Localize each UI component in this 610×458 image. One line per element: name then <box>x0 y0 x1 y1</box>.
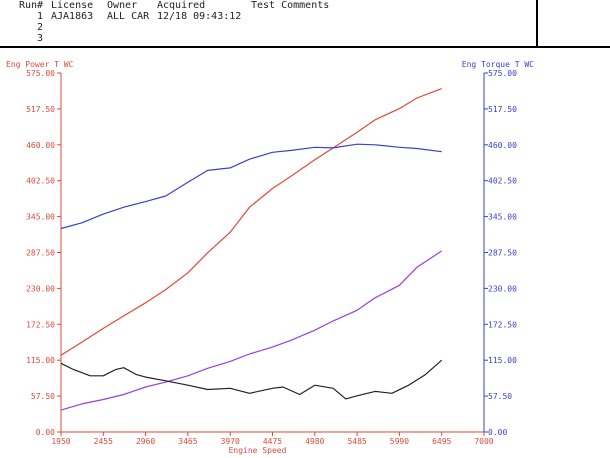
left-y-tick-label: 230.00 <box>26 284 55 293</box>
left-y-tick-label: 115.00 <box>26 356 55 365</box>
dyno-chart: 0.00 57.50 115.00 172.50 230.00 287.50 345.00 4… <box>6 60 534 455</box>
right-y-tick-label: 575.00 <box>488 69 517 78</box>
left-y-tick-label: 402.50 <box>26 177 55 186</box>
right-y-tick-label: 287.50 <box>488 249 517 258</box>
right-y-tick-label: 517.50 <box>488 105 517 114</box>
left-y-tick-label: 460.00 <box>26 141 55 150</box>
left-y-tick-label: 172.50 <box>26 320 55 329</box>
left-y-axis-title: Eng Power T WC <box>6 60 74 69</box>
left-y-tick-label: 57.50 <box>31 392 55 401</box>
chart-axes <box>57 72 488 436</box>
col-test-comments-header: Test Comments <box>251 0 330 11</box>
col-license-header: License <box>51 0 94 11</box>
left-y-tick-label: 287.50 <box>26 249 55 258</box>
series-line-4 <box>60 359 443 400</box>
left-y-tick-label: 575.00 <box>26 69 55 78</box>
run-acquired: 12/18 09:43:12 <box>157 11 242 22</box>
run-license: AJA1863 <box>51 11 94 22</box>
x-tick-label: 1950 <box>51 437 70 446</box>
chart-series <box>60 88 443 411</box>
run-number: 3 <box>37 33 44 44</box>
col-run-header: Run# <box>19 0 44 11</box>
x-tick-label: 3465 <box>178 437 197 446</box>
x-tick-label: 4475 <box>263 437 282 446</box>
series-line-1 <box>60 88 442 356</box>
left-y-tick-label: 517.50 <box>26 105 55 114</box>
header-divider <box>0 46 610 48</box>
left-y-tick-label: 345.00 <box>26 213 55 222</box>
right-y-tick-label: 345.00 <box>488 213 517 222</box>
run-owner: ALL CAR <box>107 11 150 22</box>
right-y-tick-label: 460.00 <box>488 141 517 150</box>
right-y-tick-label: 0.00 <box>488 428 507 437</box>
col-owner-header: Owner <box>107 0 138 11</box>
header-divider-vertical <box>536 0 538 47</box>
x-tick-label: 2455 <box>94 437 113 446</box>
x-tick-label: 2960 <box>136 437 155 446</box>
x-tick-label: 5485 <box>347 437 366 446</box>
x-tick-label: 4980 <box>305 437 324 446</box>
chart-labels: 0.00 57.50 115.00 172.50 230.00 287.50 345.00 4… <box>6 60 534 455</box>
series-line-3 <box>60 250 443 411</box>
x-tick-label: 7000 <box>474 437 493 446</box>
right-y-tick-label: 115.00 <box>488 356 517 365</box>
col-acquired-header: Acquired <box>157 0 206 11</box>
right-y-tick-label: 57.50 <box>488 392 512 401</box>
right-y-tick-label: 230.00 <box>488 284 517 293</box>
run-number: 2 <box>37 22 44 33</box>
right-y-axis-title: Eng Torque T WC <box>462 60 534 69</box>
run-number: 1 <box>37 11 44 22</box>
right-y-tick-label: 172.50 <box>488 320 517 329</box>
x-axis-title: Engine Speed <box>229 446 287 455</box>
x-tick-label: 3970 <box>221 437 240 446</box>
left-y-tick-label: 0.00 <box>36 428 55 437</box>
x-tick-label: 6495 <box>432 437 451 446</box>
x-tick-label: 5990 <box>390 437 409 446</box>
right-y-tick-label: 402.50 <box>488 177 517 186</box>
series-line-2 <box>60 143 442 230</box>
